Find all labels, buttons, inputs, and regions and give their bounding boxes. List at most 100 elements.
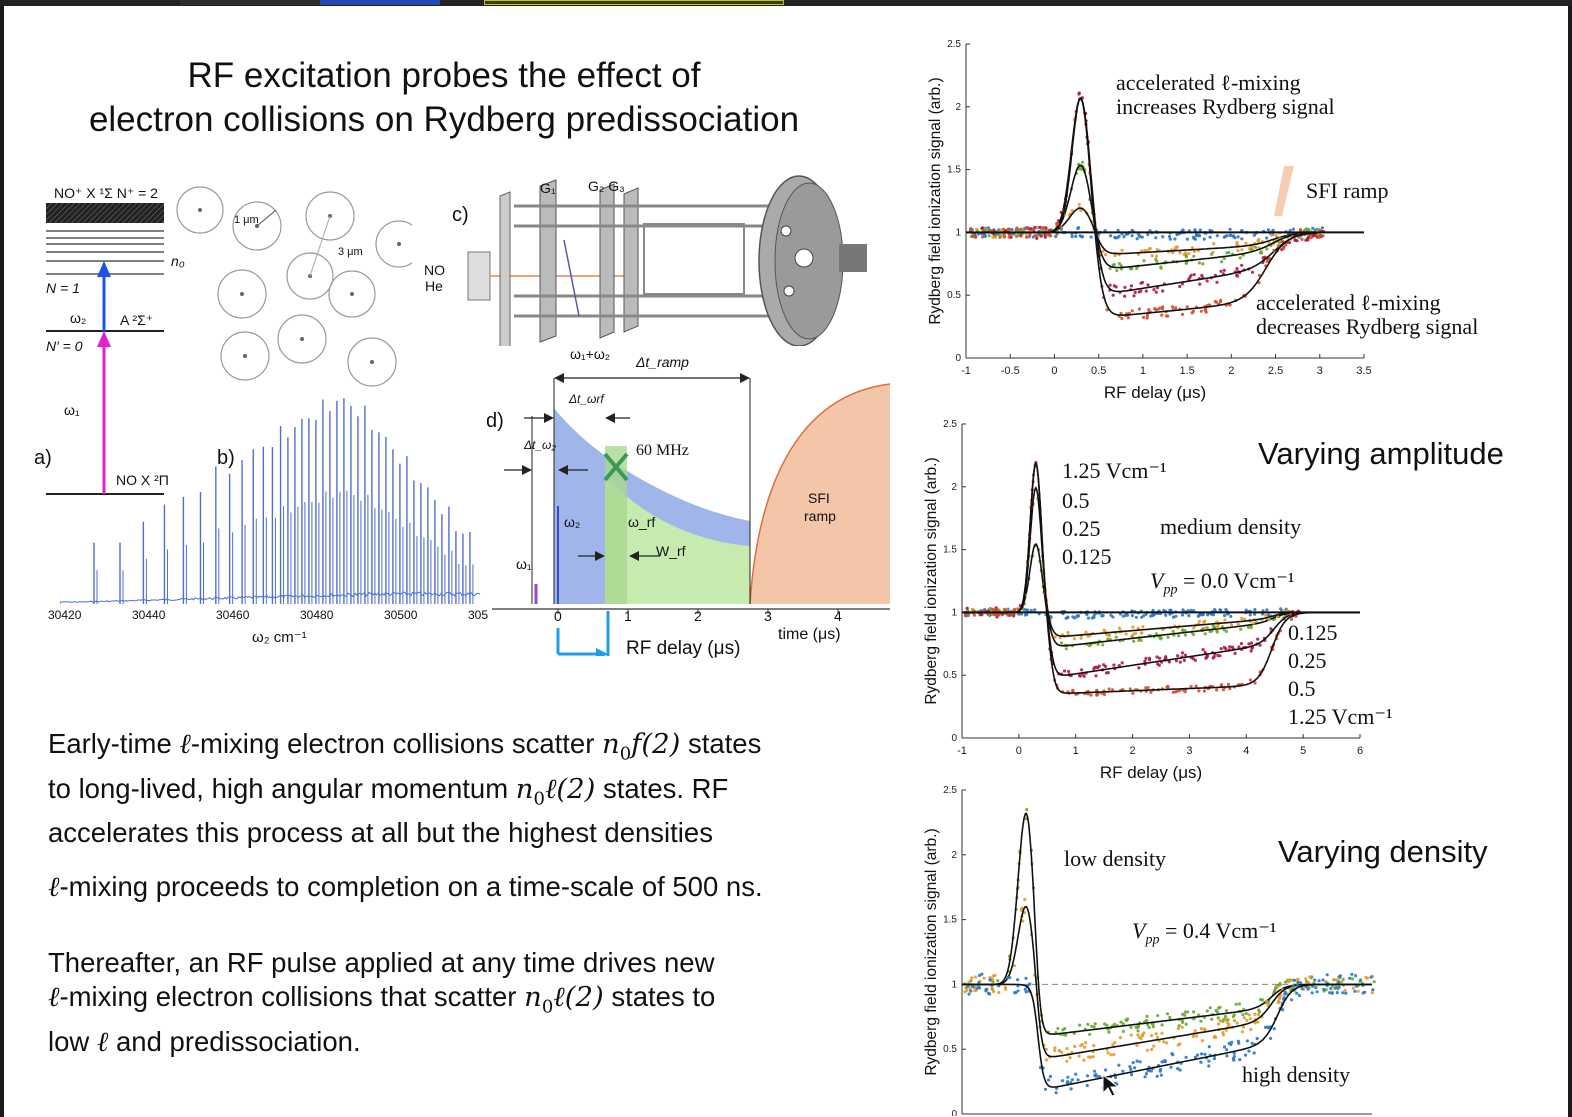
spectrum-tick-label: 30420 xyxy=(48,608,82,622)
y-tick-label: 1.5 xyxy=(943,545,957,556)
data-point xyxy=(1131,1061,1135,1065)
data-point xyxy=(975,986,979,990)
data-point xyxy=(1114,635,1118,639)
data-point xyxy=(1184,254,1188,258)
y-tick-label: 0 xyxy=(951,733,957,744)
data-point xyxy=(1078,673,1082,678)
sfi-label-2: ramp xyxy=(804,508,836,524)
data-point xyxy=(1215,629,1219,633)
data-point xyxy=(1116,235,1120,240)
data-point xyxy=(1068,1056,1072,1060)
data-point xyxy=(1244,608,1248,612)
data-point xyxy=(1049,615,1053,619)
x-tick-label: 2 xyxy=(1130,745,1136,757)
data-point xyxy=(1171,629,1175,633)
para3-line3: low ℓ and predissociation. xyxy=(48,1025,361,1058)
data-point xyxy=(1060,1079,1065,1083)
data-point xyxy=(1154,236,1158,240)
data-point xyxy=(1269,627,1273,631)
tick-3: 3 xyxy=(764,608,772,624)
para3-line2: ℓ-mixing electron collisions that scatte… xyxy=(48,981,716,1018)
data-point xyxy=(1012,964,1016,968)
data-point xyxy=(1216,625,1220,629)
data-point xyxy=(1054,1091,1058,1095)
data-point xyxy=(1191,1034,1195,1039)
data-point xyxy=(1105,308,1109,312)
data-point xyxy=(1245,1018,1249,1023)
data-point xyxy=(1124,232,1128,236)
slide: RF excitation probes the effect of elect… xyxy=(4,6,1568,1117)
plot3-title: Varying density xyxy=(1278,834,1488,869)
data-point xyxy=(1257,273,1261,277)
data-point xyxy=(968,987,972,991)
para1-line2: to long-lived, high angular momentum n0ℓ… xyxy=(48,772,729,810)
data-point xyxy=(1266,1025,1270,1029)
data-point xyxy=(1155,655,1159,659)
x-tick-label: 1 xyxy=(1073,745,1079,757)
tab-chip-highlight[interactable] xyxy=(484,0,784,5)
data-point xyxy=(1085,1083,1089,1088)
plot2-title: Varying amplitude xyxy=(1258,436,1504,471)
data-point xyxy=(1131,691,1135,695)
data-point xyxy=(1204,307,1208,311)
data-point xyxy=(1204,310,1208,314)
data-point xyxy=(1133,290,1137,295)
data-point xyxy=(1130,1073,1134,1077)
tab-chip-active[interactable] xyxy=(320,0,440,5)
y-axis-label: Rydberg field ionization signal (arb.) xyxy=(923,828,940,1075)
data-point xyxy=(1071,688,1075,692)
data-point xyxy=(1253,1012,1257,1016)
data-point xyxy=(1215,688,1219,692)
data-point xyxy=(1203,626,1207,630)
data-point xyxy=(1024,608,1028,612)
data-point xyxy=(1019,227,1023,231)
data-point xyxy=(1077,202,1081,206)
data-point xyxy=(1086,616,1090,620)
data-point xyxy=(1073,616,1077,620)
x-tick-label: -0.5 xyxy=(1001,365,1020,377)
data-point xyxy=(1137,307,1141,311)
data-point xyxy=(1055,1086,1059,1091)
data-point xyxy=(1065,1059,1069,1063)
data-point xyxy=(1140,615,1144,619)
tab-chip[interactable] xyxy=(180,0,320,5)
data-point xyxy=(1197,233,1201,237)
plot2-amp-bottom-2: 0.5 xyxy=(1288,676,1316,701)
data-point xyxy=(1093,1069,1097,1073)
data-point xyxy=(1208,228,1212,232)
data-point xyxy=(1108,283,1112,287)
data-point xyxy=(1282,996,1286,1000)
data-point xyxy=(1074,1072,1078,1076)
y-axis-label: Rydberg field ionization signal (arb.) xyxy=(923,457,940,704)
data-point xyxy=(1169,608,1173,612)
data-point xyxy=(1025,225,1029,230)
x-tick-label: 1.5 xyxy=(1179,365,1194,377)
data-point xyxy=(1136,626,1140,630)
y-tick-label: 2 xyxy=(951,482,957,493)
data-point xyxy=(1281,246,1286,251)
data-point xyxy=(1249,1027,1253,1032)
data-point xyxy=(978,986,982,990)
data-point xyxy=(1351,986,1355,990)
data-point xyxy=(1238,1058,1242,1062)
y-tick-label: 0.5 xyxy=(947,290,961,301)
data-point xyxy=(1109,234,1113,238)
data-point xyxy=(1232,1055,1236,1059)
data-point xyxy=(1171,250,1175,255)
data-point xyxy=(1007,235,1011,239)
data-point xyxy=(1170,1052,1174,1056)
data-point xyxy=(1312,233,1316,238)
data-point xyxy=(1176,1043,1180,1047)
data-point xyxy=(1297,993,1302,998)
data-point xyxy=(1257,237,1261,242)
data-point xyxy=(1084,630,1088,634)
data-point xyxy=(1025,807,1029,812)
data-point xyxy=(1207,1059,1211,1063)
data-point xyxy=(1244,241,1248,245)
data-point xyxy=(1166,684,1170,688)
data-point xyxy=(1183,1010,1187,1014)
data-point xyxy=(1003,608,1007,612)
data-point xyxy=(1213,608,1217,612)
slide-title-line1: RF excitation probes the effect of xyxy=(187,56,701,95)
data-point xyxy=(1077,91,1081,95)
